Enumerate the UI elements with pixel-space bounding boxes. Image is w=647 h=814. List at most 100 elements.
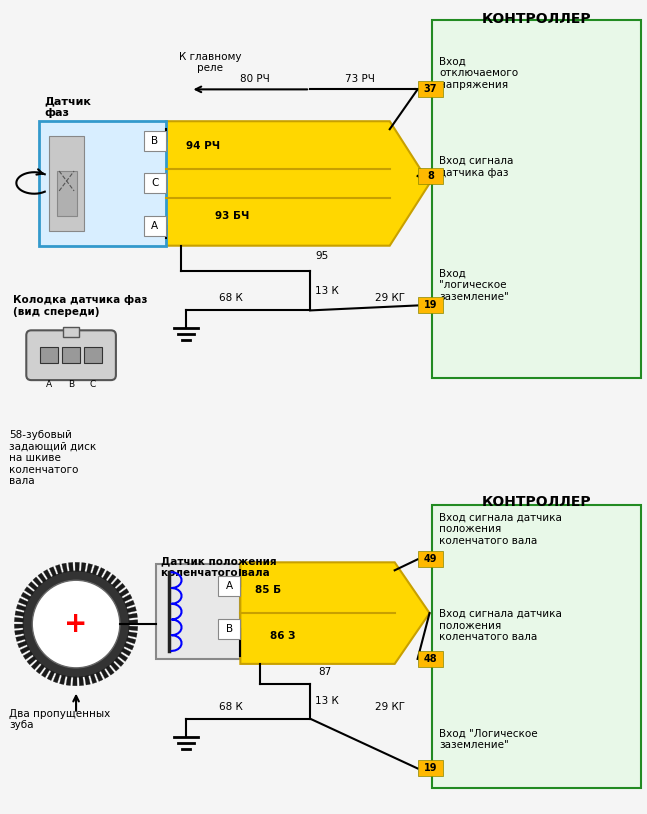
Text: Вход "Логическое
заземление": Вход "Логическое заземление" bbox=[439, 729, 538, 751]
Polygon shape bbox=[49, 567, 56, 576]
Polygon shape bbox=[20, 646, 30, 654]
Polygon shape bbox=[75, 562, 80, 571]
Text: 29 КГ: 29 КГ bbox=[375, 702, 405, 711]
Text: 13 К: 13 К bbox=[315, 696, 339, 706]
Bar bbox=[40, 348, 58, 363]
Bar bbox=[219, 619, 240, 639]
Polygon shape bbox=[14, 624, 23, 628]
Polygon shape bbox=[31, 660, 40, 670]
Bar bbox=[432, 505, 641, 788]
Polygon shape bbox=[43, 570, 51, 580]
Polygon shape bbox=[119, 589, 129, 597]
Text: B: B bbox=[226, 624, 233, 634]
Polygon shape bbox=[121, 648, 131, 656]
Bar bbox=[417, 168, 443, 184]
Text: +: + bbox=[65, 610, 88, 638]
Polygon shape bbox=[112, 579, 121, 588]
Bar bbox=[62, 348, 80, 363]
Text: 93 БЧ: 93 БЧ bbox=[215, 211, 250, 221]
Polygon shape bbox=[81, 562, 86, 572]
Text: 73 РЧ: 73 РЧ bbox=[345, 74, 375, 85]
Bar bbox=[39, 121, 166, 246]
Polygon shape bbox=[105, 666, 115, 675]
Polygon shape bbox=[128, 613, 137, 619]
Polygon shape bbox=[33, 577, 42, 586]
Polygon shape bbox=[36, 664, 45, 674]
Bar bbox=[144, 173, 166, 193]
Text: 58-зубовый
задающий диск
на шкиве
коленчатого
вала: 58-зубовый задающий диск на шкиве коленч… bbox=[9, 430, 96, 486]
Bar bbox=[84, 348, 102, 363]
Text: 85 Б: 85 Б bbox=[256, 585, 281, 595]
Polygon shape bbox=[166, 121, 430, 246]
Polygon shape bbox=[15, 610, 25, 616]
Text: 8: 8 bbox=[427, 171, 434, 181]
Bar bbox=[144, 216, 166, 236]
FancyBboxPatch shape bbox=[27, 330, 116, 380]
Polygon shape bbox=[15, 630, 24, 635]
Text: 19: 19 bbox=[424, 764, 437, 773]
Text: Вход
"логическое
заземление": Вход "логическое заземление" bbox=[439, 269, 509, 302]
Polygon shape bbox=[102, 571, 111, 580]
Polygon shape bbox=[90, 674, 97, 684]
Bar bbox=[63, 327, 79, 337]
Text: 49: 49 bbox=[424, 554, 437, 564]
Polygon shape bbox=[116, 584, 126, 592]
Polygon shape bbox=[62, 563, 67, 573]
Polygon shape bbox=[122, 594, 132, 602]
Polygon shape bbox=[18, 598, 28, 606]
Text: КОНТРОЛЛЕР: КОНТРОЛЛЕР bbox=[481, 495, 591, 509]
Bar bbox=[57, 171, 77, 216]
Bar bbox=[417, 760, 443, 777]
Polygon shape bbox=[41, 667, 50, 677]
Text: 87: 87 bbox=[318, 667, 331, 677]
Polygon shape bbox=[14, 617, 23, 622]
Polygon shape bbox=[47, 671, 55, 681]
Text: 13 К: 13 К bbox=[315, 286, 339, 295]
Bar bbox=[144, 131, 166, 151]
Text: 68 К: 68 К bbox=[219, 294, 242, 304]
Bar bbox=[432, 20, 641, 379]
Polygon shape bbox=[126, 637, 136, 644]
Polygon shape bbox=[60, 675, 65, 685]
Polygon shape bbox=[69, 562, 73, 571]
Circle shape bbox=[32, 580, 120, 667]
Polygon shape bbox=[56, 565, 62, 575]
Text: Датчик
фаз: Датчик фаз bbox=[44, 96, 91, 118]
Text: 86 З: 86 З bbox=[270, 631, 296, 641]
Text: Вход
отключаемого
напряжения: Вход отключаемого напряжения bbox=[439, 56, 519, 90]
Polygon shape bbox=[125, 600, 135, 607]
Polygon shape bbox=[87, 563, 93, 573]
Text: B: B bbox=[151, 136, 159, 147]
Polygon shape bbox=[118, 653, 127, 662]
Bar bbox=[417, 297, 443, 313]
Text: Вход сигнала датчика
положения
коленчатого вала: Вход сигнала датчика положения коленчато… bbox=[439, 609, 562, 642]
Text: Вход сигнала датчика
положения
коленчатого вала: Вход сигнала датчика положения коленчато… bbox=[439, 513, 562, 545]
Polygon shape bbox=[129, 626, 138, 631]
Polygon shape bbox=[16, 604, 26, 610]
Polygon shape bbox=[96, 672, 103, 681]
Polygon shape bbox=[98, 567, 105, 577]
Text: 80 РЧ: 80 РЧ bbox=[241, 74, 270, 85]
Polygon shape bbox=[101, 669, 109, 679]
Text: A: A bbox=[46, 379, 52, 388]
Polygon shape bbox=[72, 676, 77, 686]
Circle shape bbox=[23, 571, 129, 676]
Polygon shape bbox=[17, 641, 27, 648]
Polygon shape bbox=[240, 562, 430, 664]
Text: 95: 95 bbox=[315, 251, 328, 260]
Text: 48: 48 bbox=[424, 654, 437, 664]
Bar bbox=[417, 651, 443, 667]
Polygon shape bbox=[110, 662, 119, 671]
Text: Два пропущенных
зуба: Два пропущенных зуба bbox=[9, 709, 111, 730]
Polygon shape bbox=[115, 658, 124, 667]
Text: C: C bbox=[151, 178, 159, 188]
Bar bbox=[219, 576, 240, 596]
Polygon shape bbox=[92, 565, 99, 575]
Text: КОНТРОЛЛЕР: КОНТРОЛЛЕР bbox=[481, 11, 591, 26]
Polygon shape bbox=[27, 656, 36, 665]
Bar bbox=[156, 564, 240, 659]
Text: К главному
реле: К главному реле bbox=[179, 51, 242, 73]
Polygon shape bbox=[129, 619, 138, 624]
Polygon shape bbox=[16, 636, 25, 641]
Text: 68 К: 68 К bbox=[219, 702, 242, 711]
